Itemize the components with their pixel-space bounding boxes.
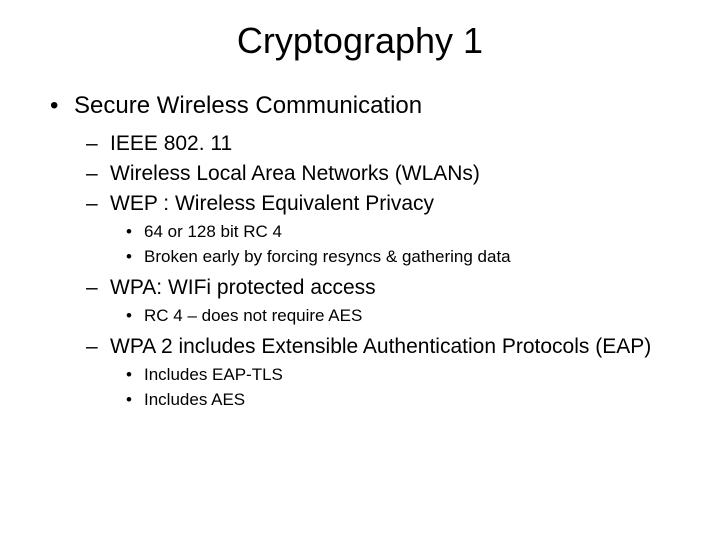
- bullet-level-2: – WPA: WIFi protected access: [86, 276, 670, 300]
- bullet-text: WPA 2 includes Extensible Authentication…: [110, 335, 651, 359]
- bullet-marker: •: [50, 92, 74, 120]
- bullet-level-2: – IEEE 802. 11: [86, 132, 670, 156]
- bullet-marker: •: [126, 365, 144, 385]
- bullet-text: Includes AES: [144, 390, 245, 410]
- bullet-level-2: – WEP : Wireless Equivalent Privacy: [86, 192, 670, 216]
- bullet-level-3: • Includes EAP-TLS: [126, 365, 670, 385]
- bullet-marker: –: [86, 276, 110, 300]
- bullet-marker: •: [126, 390, 144, 410]
- bullet-text: RC 4 – does not require AES: [144, 306, 362, 326]
- bullet-level-2: – WPA 2 includes Extensible Authenticati…: [86, 335, 670, 359]
- bullet-text: 64 or 128 bit RC 4: [144, 222, 282, 242]
- bullet-text: Broken early by forcing resyncs & gather…: [144, 247, 511, 267]
- bullet-text: WPA: WIFi protected access: [110, 276, 376, 300]
- bullet-level-1: • Secure Wireless Communication: [50, 92, 670, 120]
- bullet-text: Includes EAP-TLS: [144, 365, 283, 385]
- bullet-marker: •: [126, 306, 144, 326]
- bullet-marker: –: [86, 335, 110, 359]
- bullet-text: WEP : Wireless Equivalent Privacy: [110, 192, 434, 216]
- bullet-marker: –: [86, 132, 110, 156]
- bullet-marker: •: [126, 222, 144, 242]
- bullet-marker: –: [86, 162, 110, 186]
- bullet-level-2: – Wireless Local Area Networks (WLANs): [86, 162, 670, 186]
- bullet-marker: –: [86, 192, 110, 216]
- bullet-text: IEEE 802. 11: [110, 132, 232, 156]
- bullet-level-3: • 64 or 128 bit RC 4: [126, 222, 670, 242]
- bullet-text: Secure Wireless Communication: [74, 92, 422, 120]
- bullet-level-3: • RC 4 – does not require AES: [126, 306, 670, 326]
- bullet-level-3: • Includes AES: [126, 390, 670, 410]
- bullet-text: Wireless Local Area Networks (WLANs): [110, 162, 480, 186]
- slide-title: Cryptography 1: [50, 20, 670, 62]
- bullet-level-3: • Broken early by forcing resyncs & gath…: [126, 247, 670, 267]
- bullet-marker: •: [126, 247, 144, 267]
